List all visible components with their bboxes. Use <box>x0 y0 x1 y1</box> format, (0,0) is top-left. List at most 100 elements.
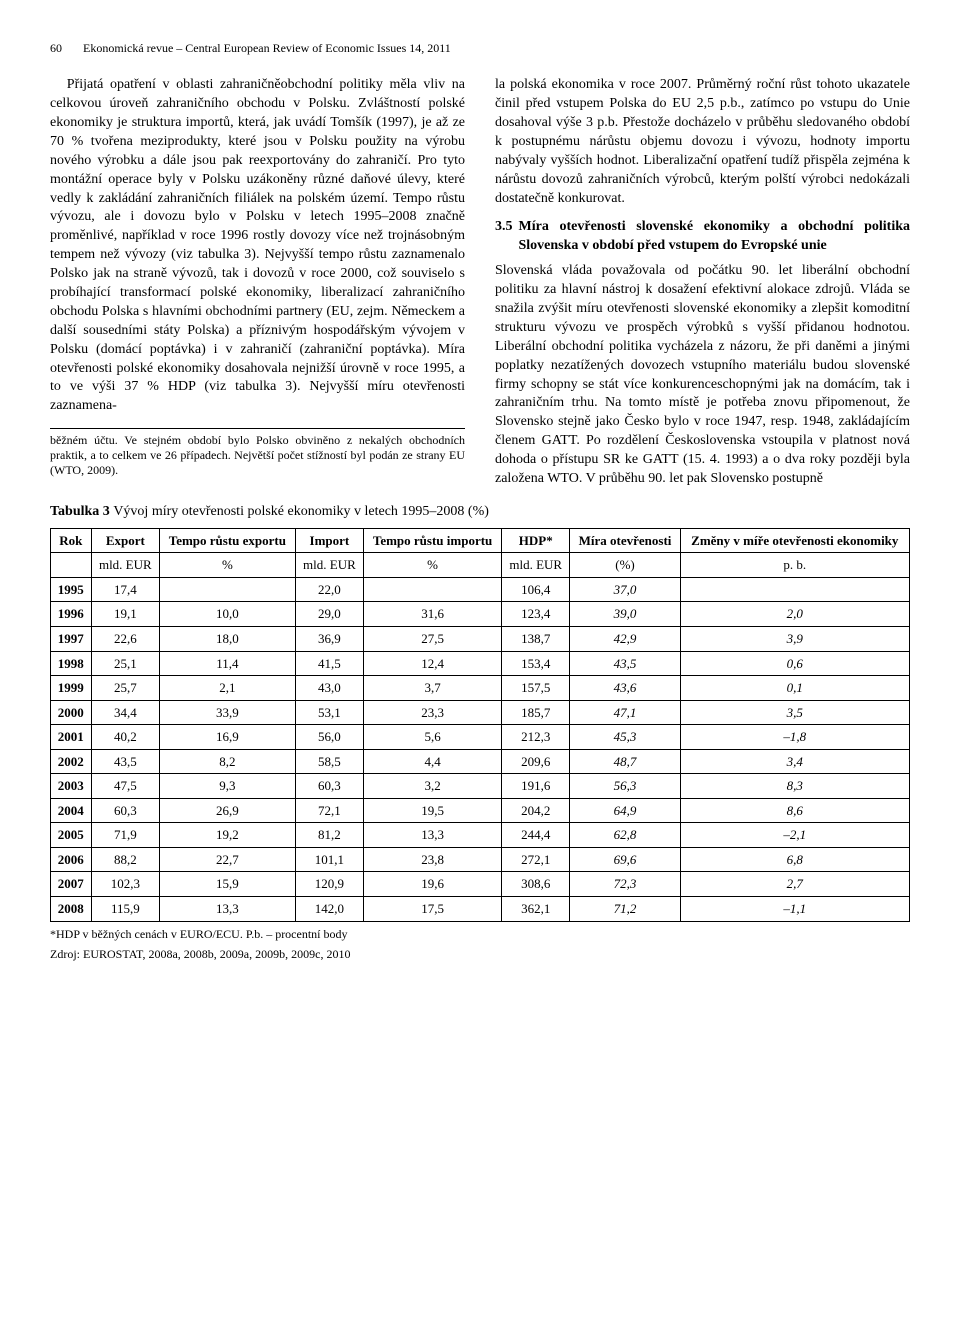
unit-change: p. b. <box>680 553 909 578</box>
data-table: Rok Export Tempo růstu exportu Import Te… <box>50 528 910 922</box>
table-cell: 19,1 <box>91 602 159 627</box>
table-cell: 2004 <box>51 798 92 823</box>
col-header-export: Export <box>91 528 159 553</box>
col-header-year: Rok <box>51 528 92 553</box>
table-cell: 10,0 <box>160 602 296 627</box>
table-cell: 23,3 <box>364 700 502 725</box>
table-row: 199722,618,036,927,5138,742,93,9 <box>51 626 910 651</box>
table-cell: 47,5 <box>91 774 159 799</box>
table-cell: 3,7 <box>364 676 502 701</box>
table-cell: 1995 <box>51 577 92 602</box>
table-cell: 157,5 <box>502 676 570 701</box>
table-cell: 1998 <box>51 651 92 676</box>
table-cell: 2002 <box>51 749 92 774</box>
table-cell: 191,6 <box>502 774 570 799</box>
subsection-heading: 3.5 Míra otevřenosti slovenské ekonomiky… <box>495 218 910 256</box>
table-cell: 11,4 <box>160 651 296 676</box>
table-cell: 115,9 <box>91 896 159 921</box>
table-cell: 19,2 <box>160 823 296 848</box>
table-cell: 37,0 <box>570 577 680 602</box>
table-cell: 362,1 <box>502 896 570 921</box>
table-cell: 42,9 <box>570 626 680 651</box>
table-cell: 4,4 <box>364 749 502 774</box>
table-footnote-1: *HDP v běžných cenách v EURO/ECU. P.b. –… <box>50 926 910 942</box>
table-cell: 153,4 <box>502 651 570 676</box>
table-cell: 6,8 <box>680 847 909 872</box>
table-row: 199517,422,0106,437,0 <box>51 577 910 602</box>
table-cell: 2,1 <box>160 676 296 701</box>
table-cell: 106,4 <box>502 577 570 602</box>
table-header: Rok Export Tempo růstu exportu Import Te… <box>51 528 910 577</box>
running-header: 60 Ekonomická revue – Central European R… <box>50 40 910 56</box>
table-cell: 244,4 <box>502 823 570 848</box>
table-cell: 308,6 <box>502 872 570 897</box>
right-paragraph-2: Slovenská vláda považovala od počátku 90… <box>495 262 910 489</box>
table-cell: 27,5 <box>364 626 502 651</box>
table-cell: 120,9 <box>295 872 363 897</box>
table-cell: –2,1 <box>680 823 909 848</box>
table-cell: –1,8 <box>680 725 909 750</box>
right-paragraph-1: la polská ekonomika v roce 2007. Průměrn… <box>495 76 910 208</box>
table-cell: 142,0 <box>295 896 363 921</box>
table-cell: 3,2 <box>364 774 502 799</box>
table-cell: 56,3 <box>570 774 680 799</box>
table-cell: 2,0 <box>680 602 909 627</box>
table-cell: 25,1 <box>91 651 159 676</box>
table-cell: 8,2 <box>160 749 296 774</box>
table-cell: 22,7 <box>160 847 296 872</box>
table-cell: 0,1 <box>680 676 909 701</box>
table-cell: 17,5 <box>364 896 502 921</box>
table-cell: 71,9 <box>91 823 159 848</box>
table-row: 200243,58,258,54,4209,648,73,4 <box>51 749 910 774</box>
table-cell: 29,0 <box>295 602 363 627</box>
footnote-continuation: běžném účtu. Ve stejném období bylo Pols… <box>50 428 465 478</box>
right-column: la polská ekonomika v roce 2007. Průměrn… <box>495 76 910 489</box>
table-cell: 13,3 <box>160 896 296 921</box>
table-cell: 26,9 <box>160 798 296 823</box>
table-cell: 71,2 <box>570 896 680 921</box>
table-cell <box>364 577 502 602</box>
two-column-layout: Přijatá opatření v oblasti zahraničněobc… <box>50 76 910 489</box>
table-cell: 2005 <box>51 823 92 848</box>
table-cell: 81,2 <box>295 823 363 848</box>
table-row: 199925,72,143,03,7157,543,60,1 <box>51 676 910 701</box>
table-cell: 39,0 <box>570 602 680 627</box>
table-row: 2008115,913,3142,017,5362,171,2–1,1 <box>51 896 910 921</box>
table-cell: 43,5 <box>570 651 680 676</box>
table-cell: 1999 <box>51 676 92 701</box>
unit-import-growth: % <box>364 553 502 578</box>
table-cell: 15,9 <box>160 872 296 897</box>
table-cell: 31,6 <box>364 602 502 627</box>
table-caption: Tabulka 3 Vývoj míry otevřenosti polské … <box>50 503 910 522</box>
table-cell: 34,4 <box>91 700 159 725</box>
table-cell: 2000 <box>51 700 92 725</box>
table-cell: 8,3 <box>680 774 909 799</box>
table-cell: 36,9 <box>295 626 363 651</box>
table-cell <box>680 577 909 602</box>
table-cell: 3,4 <box>680 749 909 774</box>
table-cell: 204,2 <box>502 798 570 823</box>
table-cell: 25,7 <box>91 676 159 701</box>
col-header-openness: Míra otevřenosti <box>570 528 680 553</box>
table-cell: 2,7 <box>680 872 909 897</box>
col-header-import: Import <box>295 528 363 553</box>
header-row-1: Rok Export Tempo růstu exportu Import Te… <box>51 528 910 553</box>
col-header-export-growth: Tempo růstu exportu <box>160 528 296 553</box>
unit-openness: (%) <box>570 553 680 578</box>
table-cell: 23,8 <box>364 847 502 872</box>
left-paragraph-1: Přijatá opatření v oblasti zahraničněobc… <box>50 76 465 416</box>
unit-year <box>51 553 92 578</box>
table-cell: 2001 <box>51 725 92 750</box>
table-cell: 3,5 <box>680 700 909 725</box>
table-cell: 0,6 <box>680 651 909 676</box>
table-body: 199517,422,0106,437,0199619,110,029,031,… <box>51 577 910 921</box>
table-label: Tabulka 3 <box>50 504 113 519</box>
unit-export-growth: % <box>160 553 296 578</box>
table-row: 200140,216,956,05,6212,345,3–1,8 <box>51 725 910 750</box>
table-cell: 12,4 <box>364 651 502 676</box>
table-cell: –1,1 <box>680 896 909 921</box>
table-row: 199825,111,441,512,4153,443,50,6 <box>51 651 910 676</box>
table-cell: 2007 <box>51 872 92 897</box>
table-cell: 60,3 <box>295 774 363 799</box>
table-cell: 43,0 <box>295 676 363 701</box>
